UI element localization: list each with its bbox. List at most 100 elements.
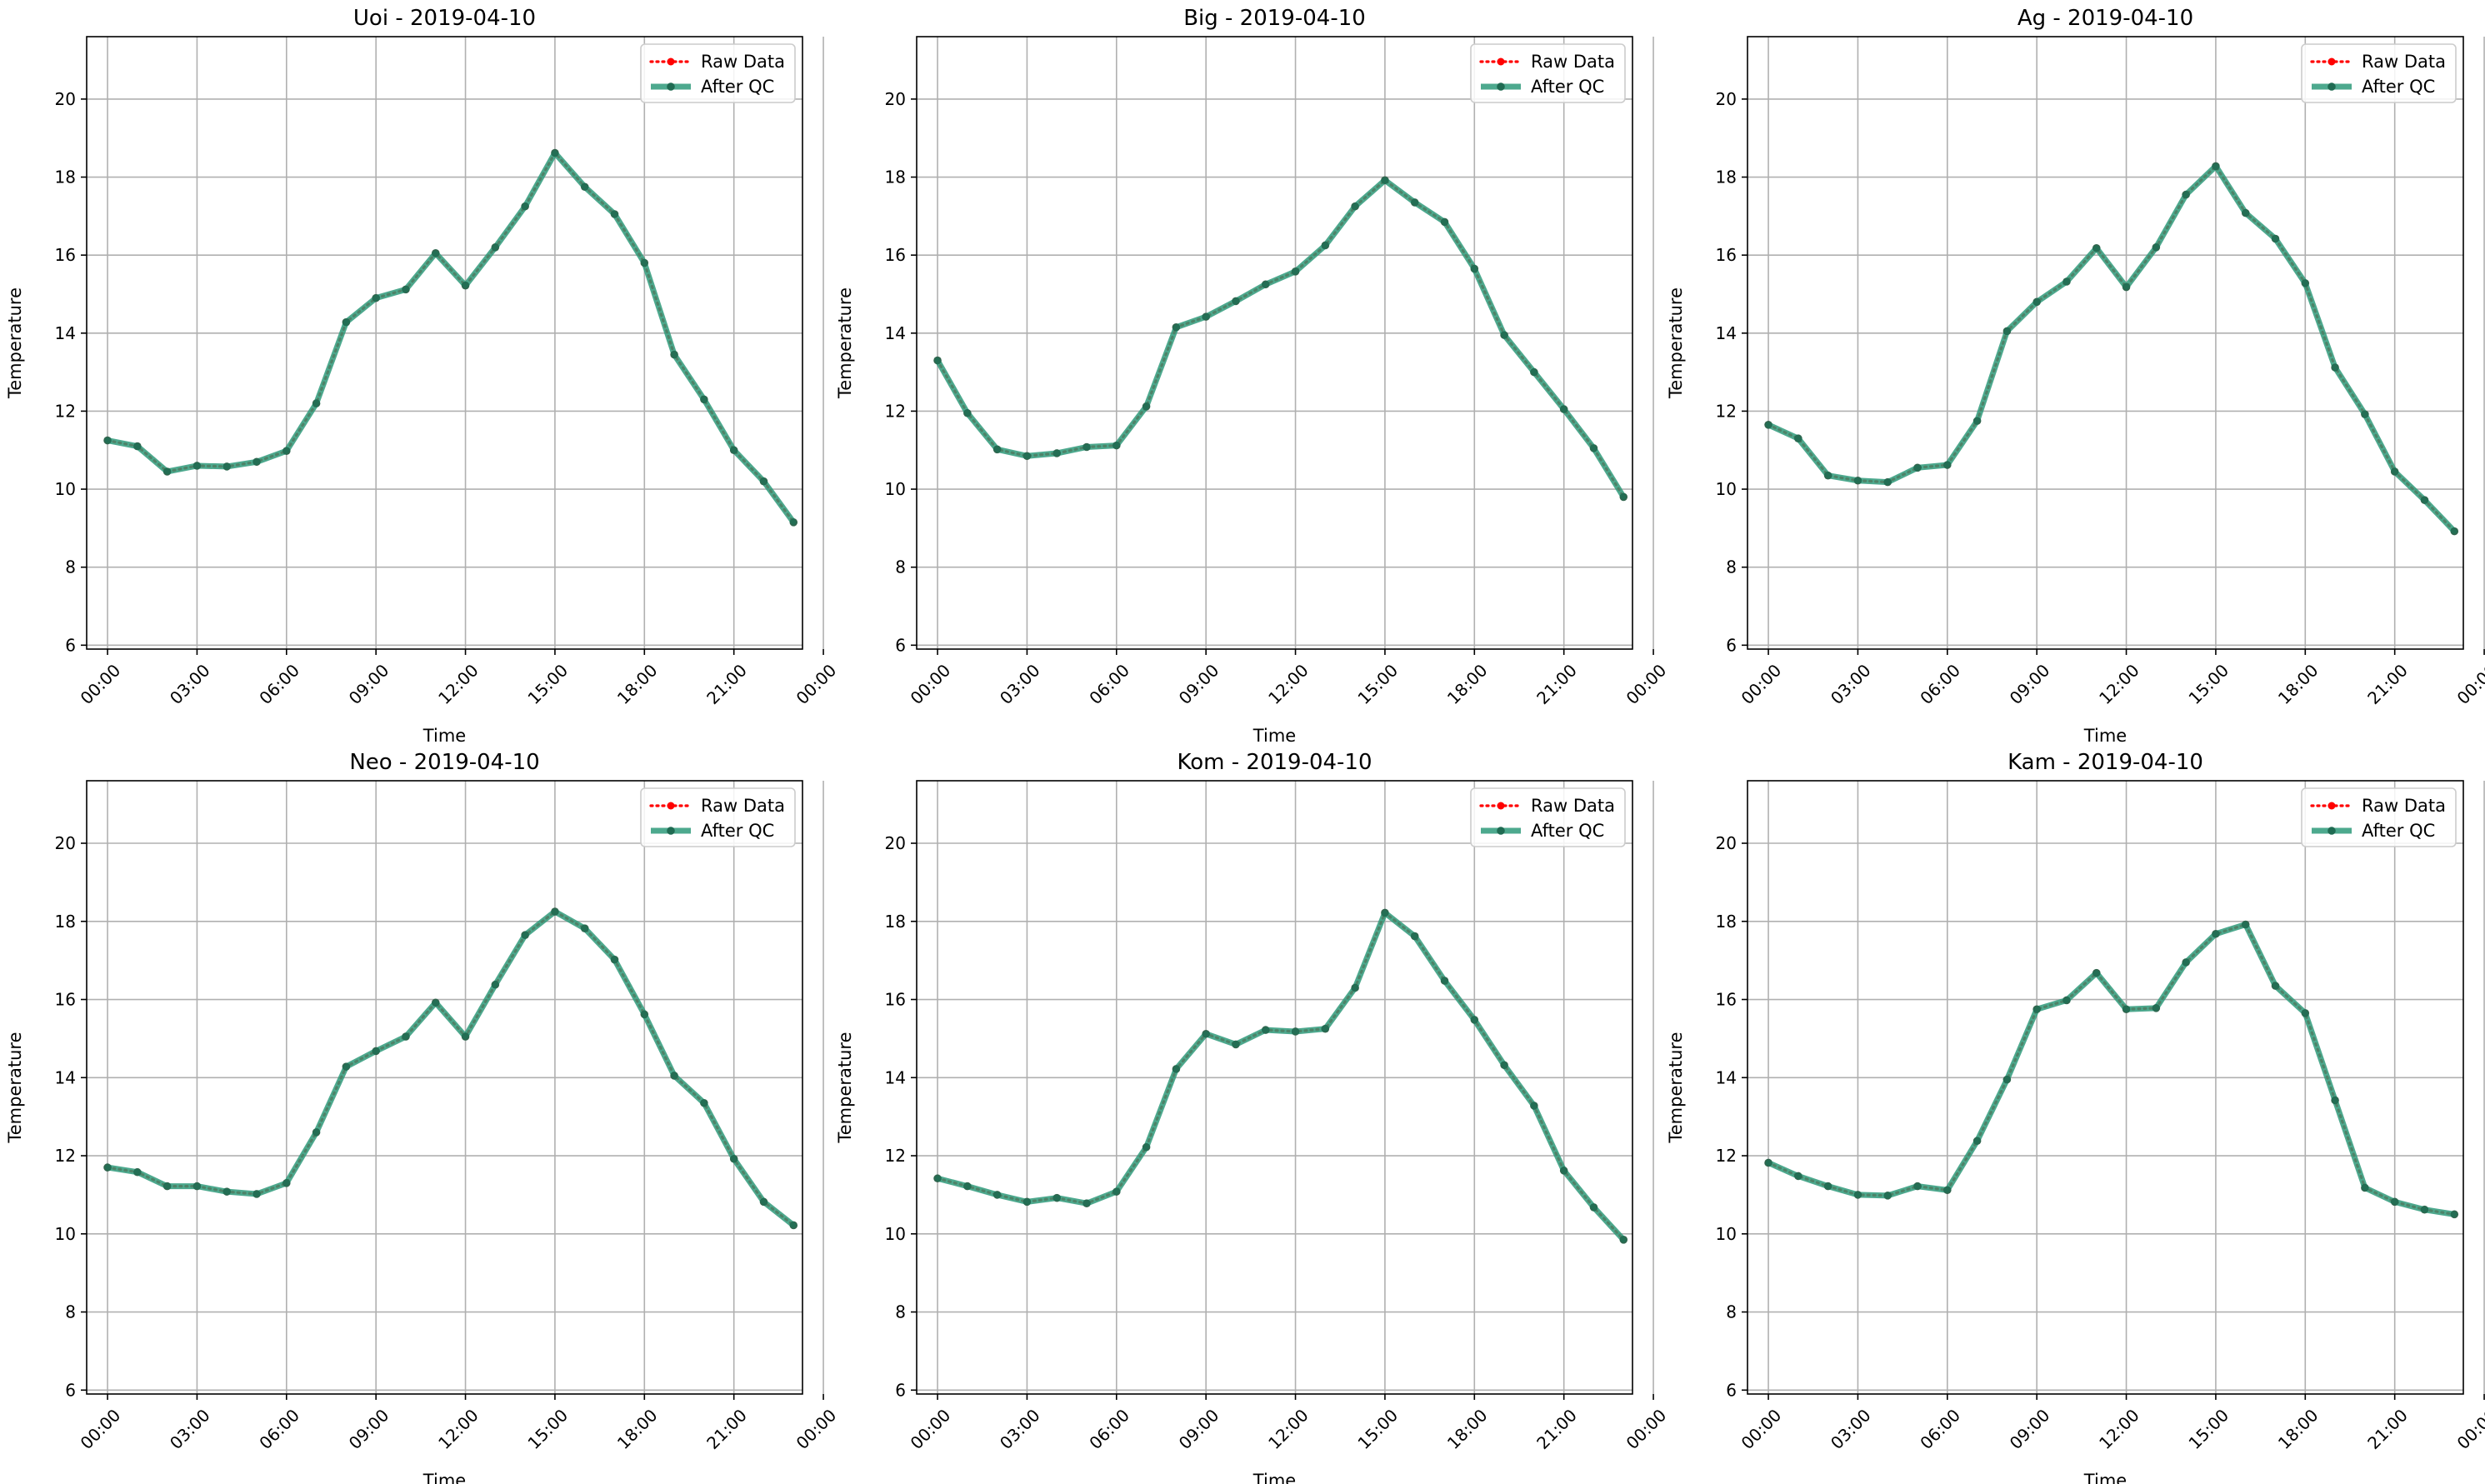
y-tick-label: 14 (55, 1067, 76, 1087)
point-after-qc (759, 477, 768, 486)
point-after-qc (342, 317, 351, 327)
y-tick-label: 16 (885, 245, 906, 265)
x-tick-label: 00:00 (1622, 1405, 1671, 1453)
point-after-qc (1381, 908, 1389, 917)
point-after-qc (1619, 492, 1628, 502)
point-after-qc (2450, 527, 2459, 536)
axes-frame (86, 36, 803, 650)
x-tick-label: 00:00 (907, 1405, 955, 1453)
point-after-qc (1142, 1142, 1151, 1152)
point-after-qc (1794, 434, 1802, 442)
legend-label-after-qc: After QC (1531, 821, 1604, 841)
point-after-qc (1853, 476, 1862, 485)
point-after-qc (1112, 441, 1121, 450)
y-tick-label: 18 (885, 912, 906, 932)
x-tick-label: 00:00 (2453, 1405, 2485, 1453)
x-tick-label: 18:00 (1443, 1405, 1492, 1453)
legend-label-after-qc: After QC (701, 821, 774, 841)
point-after-qc (963, 1182, 972, 1191)
point-after-qc (1440, 217, 1449, 227)
point-after-qc (933, 356, 942, 365)
point-after-qc (610, 210, 619, 218)
point-after-qc (1883, 477, 1892, 487)
point-after-qc (610, 955, 619, 964)
x-tick-label: 18:00 (613, 1405, 662, 1453)
y-tick-label: 8 (895, 557, 906, 577)
point-after-qc (1559, 1167, 1568, 1175)
legend-label-raw-data: Raw Data (2362, 796, 2446, 816)
x-tick-label: 21:00 (2363, 660, 2412, 708)
point-after-qc (1172, 322, 1181, 332)
legend: Raw Data After QC (2301, 43, 2457, 103)
point-after-qc (1823, 471, 1832, 480)
x-tick-label: 00:00 (1622, 660, 1671, 708)
point-after-qc (1470, 264, 1479, 273)
point-after-qc (282, 447, 291, 455)
legend-marker-after-qc (667, 827, 675, 835)
point-after-qc (1261, 1026, 1270, 1034)
point-after-qc (1142, 402, 1151, 411)
point-after-qc (1232, 1040, 1240, 1049)
x-tick-label: 21:00 (702, 660, 751, 708)
x-tick-label: 12:00 (2095, 660, 2143, 708)
x-tick-label: 12:00 (2095, 1405, 2143, 1453)
x-tick-label: 06:00 (1085, 660, 1133, 708)
y-tick-label: 6 (65, 635, 76, 655)
x-tick-label: 09:00 (345, 660, 393, 708)
point-after-qc (162, 467, 172, 476)
point-after-qc (1764, 1158, 1772, 1167)
x-tick-label: 00:00 (907, 660, 955, 708)
point-after-qc (580, 924, 589, 933)
point-after-qc (431, 249, 440, 257)
point-after-qc (2182, 190, 2190, 199)
point-after-qc (461, 281, 470, 290)
point-after-qc (491, 980, 500, 989)
plot-area (87, 37, 802, 649)
y-tick-label: 8 (1726, 1302, 1737, 1322)
x-tick-label: 21:00 (1532, 660, 1581, 708)
legend-label-after-qc: After QC (2362, 77, 2435, 97)
point-after-qc (2420, 1205, 2429, 1214)
point-after-qc (2450, 1210, 2459, 1219)
point-after-qc (1589, 444, 1598, 452)
x-tick-label: 03:00 (1827, 660, 1875, 708)
y-tick-label: 10 (1716, 479, 1737, 499)
point-after-qc (2152, 1004, 2161, 1012)
point-after-qc (1530, 367, 1538, 377)
plot-area (87, 781, 802, 1394)
point-after-qc (1261, 280, 1270, 289)
y-tick-label: 6 (895, 635, 906, 655)
legend-marker-raw-data (1497, 57, 1505, 66)
point-after-qc (551, 907, 559, 916)
point-after-qc (2032, 297, 2041, 307)
point-after-qc (1291, 1027, 1300, 1036)
plot-area (917, 781, 1632, 1394)
point-after-qc (2002, 1075, 2012, 1084)
x-tick-label: 00:00 (792, 1405, 841, 1453)
x-tick-label: 18:00 (1443, 660, 1492, 708)
y-tick-label: 16 (1716, 990, 1737, 1010)
legend: Raw Data After QC (640, 43, 796, 103)
y-tick-label: 8 (65, 1302, 76, 1322)
point-after-qc (1022, 1197, 1032, 1207)
point-after-qc (312, 399, 321, 407)
x-tick-label: 18:00 (2274, 660, 2322, 708)
axes-frame (1747, 36, 2464, 650)
y-tick-label: 18 (885, 167, 906, 187)
point-after-qc (1410, 198, 1419, 207)
legend-label-raw-data: Raw Data (1531, 796, 1615, 816)
point-after-qc (1351, 202, 1359, 211)
legend-label-raw-data: Raw Data (701, 796, 785, 816)
point-after-qc (700, 1098, 708, 1107)
axes-frame (1747, 780, 2464, 1395)
y-tick-label: 12 (1716, 1146, 1737, 1166)
y-tick-label: 16 (55, 990, 76, 1010)
point-after-qc (1764, 421, 1772, 429)
point-after-qc (729, 446, 738, 455)
legend: Raw Data After QC (1470, 43, 1626, 103)
y-tick-label: 6 (65, 1380, 76, 1400)
legend-marker-raw-data (667, 802, 675, 810)
point-after-qc (1853, 1191, 1862, 1199)
y-tick-label: 14 (1716, 323, 1737, 343)
legend-label-raw-data: Raw Data (1531, 52, 1615, 72)
